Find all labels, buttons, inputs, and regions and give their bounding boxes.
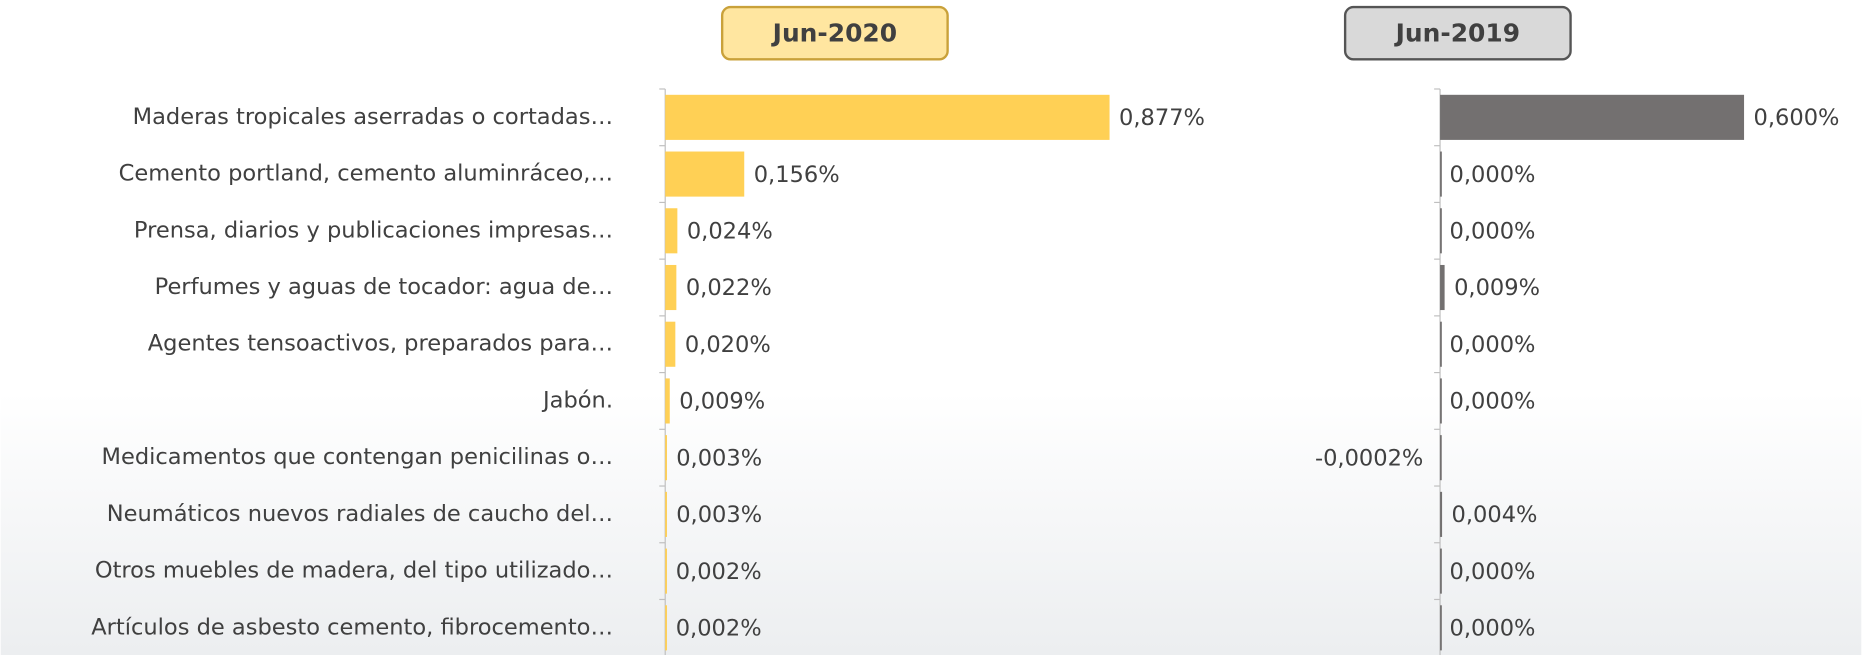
data-label: 0,002% (676, 616, 762, 642)
bar (665, 208, 678, 254)
category-label: Perfumes y aguas de tocador: agua de… (155, 274, 613, 300)
bar (665, 264, 677, 311)
bar (665, 94, 1110, 140)
data-label: 0,024% (687, 218, 773, 244)
data-label: 0,877% (1119, 105, 1205, 131)
bar (665, 435, 667, 481)
bar (1440, 321, 1442, 367)
category-label: Neumáticos nuevos radiales de caucho del… (107, 501, 613, 527)
data-label: -0,0002% (1315, 445, 1423, 471)
data-label: 0,002% (676, 559, 762, 585)
data-label: 0,000% (1450, 389, 1536, 415)
category-label: Maderas tropicales aserradas o cortadas… (133, 104, 613, 130)
data-label: 0,003% (676, 445, 762, 471)
chart-title: Jun-2019 (1394, 18, 1520, 47)
data-label: 0,022% (686, 275, 772, 301)
bar (1440, 151, 1442, 197)
bar (1440, 94, 1745, 140)
bar (1439, 435, 1442, 481)
data-label: 0,600% (1754, 105, 1840, 131)
data-label: 0,000% (1450, 162, 1536, 188)
bar (665, 548, 667, 594)
bar (1440, 264, 1445, 311)
bar (1440, 605, 1442, 651)
title-box (1343, 5, 1572, 61)
title-box (720, 5, 949, 61)
category-label: Cemento portland, cemento aluminráceo,… (119, 161, 613, 187)
data-label: 0,156% (754, 162, 840, 188)
category-label: Prensa, diarios y publicaciones impresas… (134, 217, 613, 243)
bar (665, 321, 676, 367)
data-label: 0,009% (679, 389, 765, 415)
bar (665, 151, 745, 197)
data-label: 0,003% (676, 502, 762, 528)
bar (1440, 548, 1442, 594)
data-label: 0,020% (685, 332, 771, 358)
data-label: 0,000% (1450, 218, 1536, 244)
bar (665, 605, 667, 651)
data-label: 0,009% (1454, 275, 1540, 301)
data-label: 0,004% (1452, 502, 1538, 528)
category-label: Otros muebles de madera, del tipo utiliz… (95, 558, 613, 584)
category-label: Agentes tensoactivos, preparados para… (148, 331, 613, 357)
bar (1440, 208, 1442, 254)
category-label: Medicamentos que contengan penicilinas o… (102, 444, 613, 470)
bar (665, 378, 670, 424)
category-label: Artículos de asbesto cemento, fibrocemen… (91, 614, 613, 640)
data-label: 0,000% (1450, 616, 1536, 642)
bar (1440, 491, 1443, 537)
data-label: 0,000% (1450, 559, 1536, 585)
bar (665, 491, 667, 537)
chart-title: Jun-2020 (771, 18, 897, 47)
category-label: Jabón. (541, 387, 613, 413)
data-label: 0,000% (1450, 332, 1536, 358)
bar (1440, 378, 1442, 424)
